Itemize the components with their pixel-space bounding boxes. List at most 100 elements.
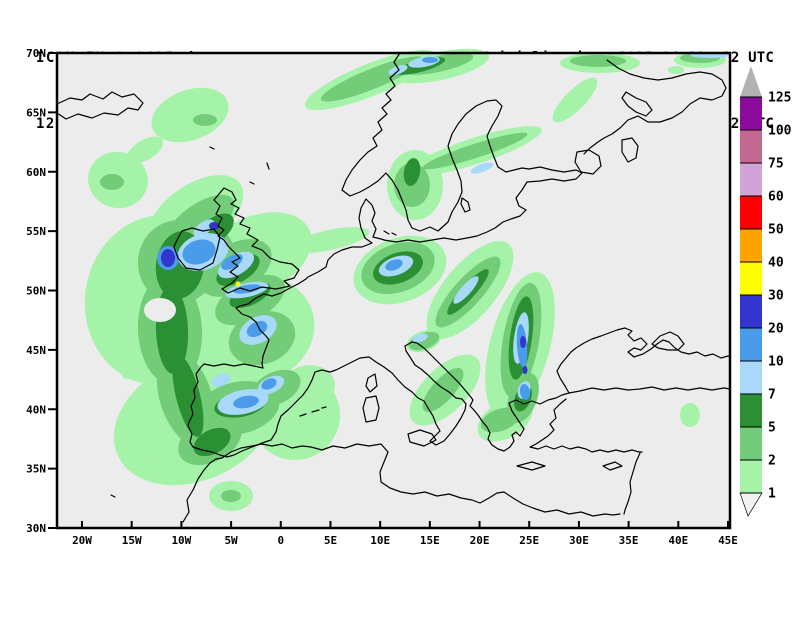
coast-iceland [56,91,144,120]
legend-threshold-label: 5 [768,421,776,436]
precip-area-mb [261,378,277,390]
coast-danish-isles [383,230,397,236]
axis-labels: 70N 65N 60N 55N 50N 45N 40N 35N 30N 20W 15W 10W 5W 0 5… [26,47,738,547]
precip-area-lg [151,87,229,143]
legend-threshold-label: 60 [768,190,784,205]
precip-area-lg [680,403,700,427]
legend-threshold-label: 1 [768,487,776,502]
legend-band [740,97,762,130]
legend-band [740,328,762,361]
lat-tick-label: 60N [26,166,46,179]
map-frame [55,51,732,530]
precip-area-lb [470,162,494,174]
precip-area-mg [193,114,217,126]
coastlines [56,52,731,523]
coast-north-africa [182,443,621,523]
lon-tick-label: 35E [619,534,639,547]
lon-tick-label: 5W [224,534,238,547]
coast-sardinia [362,395,380,423]
legend-band [740,361,762,394]
lon-tick-label: 45E [718,534,738,547]
precip-area-dg [403,158,421,186]
precip-area-bg [144,298,176,322]
precip-area-yl [235,281,241,287]
coast-balearics [299,406,327,417]
precip-area-lg [107,349,117,355]
legend-band [740,295,762,328]
lat-tick-label: 45N [26,344,46,357]
legend-band [740,427,762,460]
coast-black-sea-south [568,386,731,394]
precip-area-dg [172,355,204,437]
precip-area-lg [295,452,305,458]
legend-band [740,262,762,295]
precip-area-lb [211,373,231,387]
legend-band [740,394,762,427]
precip-area-mb [233,395,259,409]
lon-tick-label: 20W [72,534,92,547]
coast-islets [209,146,270,185]
coast-levant [623,452,641,515]
legend-band [740,163,762,196]
lat-tick-label: 30N [26,522,46,535]
coast-mainland-europe [187,52,731,458]
precip-area-lb [412,333,428,343]
legend-overflow-triangle [740,66,762,97]
precip-area-mg [480,407,520,433]
precip-area-db [161,249,175,267]
lon-tick-label: 25E [519,534,539,547]
precip-area-lg [199,467,211,473]
coast-gotland [460,197,471,213]
legend-threshold-label: 7 [768,388,776,403]
coast-crete [516,461,546,471]
precip-area-lg [136,451,148,459]
precip-area-mg [100,174,124,190]
lon-tick-label: 20E [470,534,490,547]
precip-area-dg [193,427,231,457]
lon-tick-label: 5E [324,534,337,547]
precip-area-lg [552,77,598,123]
precip-area-db [520,336,526,348]
lon-tick-label: 10E [370,534,390,547]
precip-area-mb [422,57,438,63]
coast-lake-onega [621,137,639,163]
precip-area-db [522,366,528,374]
coast-corsica [365,373,378,393]
lon-tick-label: 10W [171,534,191,547]
precip-area-mb [182,239,216,265]
precip-area-mg [422,367,464,413]
lon-tick-label: 0 [277,534,284,547]
legend-threshold-label: 20 [768,322,784,337]
precip-area-lg [114,234,126,242]
coast-sea-of-azov [651,331,685,351]
coast-ireland [173,227,221,271]
coast-lake-ladoga [574,149,602,175]
legend-threshold-label: 125 [768,91,791,106]
lon-tick-label: 40E [668,534,688,547]
coast-kola-white-sea [583,59,727,155]
legend-underflow-triangle [739,492,763,517]
precip-area-mb [519,384,531,400]
lon-tick-label: 15E [420,534,440,547]
precip-area-lg [126,136,164,164]
coast-sicily [407,429,437,447]
precip-area-lb [388,64,408,76]
precip-area-lg [668,66,684,74]
lat-tick-label: 35N [26,463,46,476]
precip-area-lg [122,371,134,379]
legend-band [740,460,762,493]
precip-area-mg [570,55,626,67]
legend-threshold-label: 10 [768,355,784,370]
coast-anatolia [529,398,643,453]
legend-threshold-label: 40 [768,256,784,271]
lat-tick-label: 70N [26,47,46,60]
legend-band [740,196,762,229]
legend-threshold-label: 100 [768,124,792,139]
legend-band [740,130,762,163]
precip-area-mg [422,132,528,170]
lon-tick-label: 30E [569,534,589,547]
precip-area-mg [221,490,241,502]
